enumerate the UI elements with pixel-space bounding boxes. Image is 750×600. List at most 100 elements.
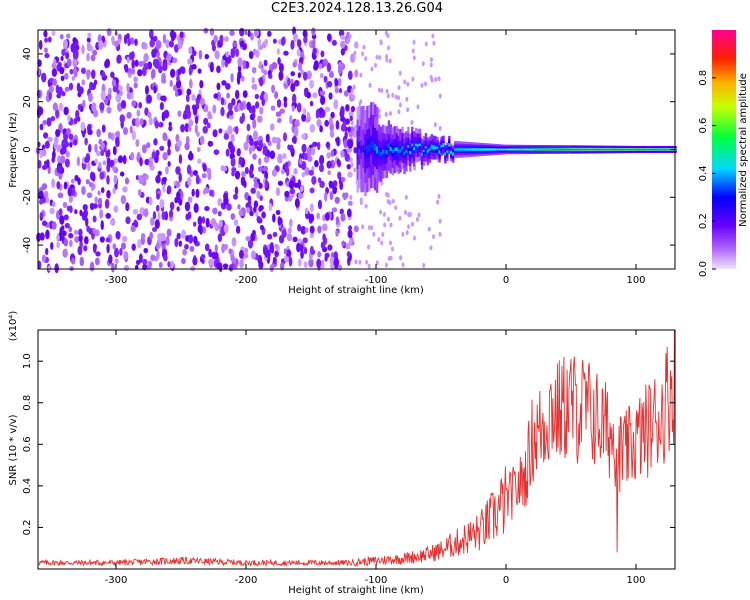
spectrogram-signal-cell (452, 153, 455, 155)
spectrogram-noise-blob (281, 229, 287, 238)
spectrogram-signal-cell (516, 149, 519, 151)
spectrogram-noise-blob (281, 36, 286, 46)
spectrogram-noise-blob (213, 149, 220, 155)
spectrogram-noise-blob (132, 208, 139, 215)
spectrogram-noise-blob (96, 128, 101, 138)
spectrogram-noise-blob (377, 237, 381, 243)
spectrogram-noise-blob (429, 74, 433, 80)
spectrogram-noise-blob (196, 146, 201, 153)
spectrogram-signal-cell (471, 148, 474, 151)
spectrogram-noise-blob (106, 243, 110, 254)
spectrogram-noise-blob (319, 125, 323, 133)
spectrogram-noise-blob (166, 228, 172, 237)
spectrogram-noise-blob (401, 262, 405, 268)
spectrogram-noise-blob (78, 228, 83, 237)
spectrogram-noise-blob (250, 187, 256, 194)
spectrogram-noise-blob (166, 53, 172, 62)
spectrogram-noise-blob (218, 128, 223, 134)
spectrogram-noise-blob (111, 262, 115, 273)
spectrogram-signal-cell (397, 149, 400, 154)
spectrogram-noise-blob (220, 106, 225, 117)
spectrogram-noise-blob (277, 180, 284, 186)
snr-panel: -300 -200 -100 0 100 0.2 0.4 0.6 0.8 1.0 Height … (8, 311, 676, 596)
spectrogram-noise-blob (244, 247, 249, 254)
spectrogram-noise-blob (406, 107, 410, 113)
spectrogram-signal-cell (615, 149, 619, 151)
spectrogram-noise-blob (267, 69, 272, 76)
spectrogram-noise-blob (322, 58, 329, 67)
spectrogram-noise-blob (412, 55, 416, 61)
spectrogram-noise-blob (316, 119, 322, 128)
spectrogram-noise-blob (329, 190, 334, 201)
spectrogram-noise-blob (196, 94, 202, 101)
spectrogram-noise-blob (340, 149, 345, 158)
spectrogram-noise-blob (432, 40, 436, 46)
spectrogram-noise-blob (148, 161, 154, 167)
spectrogram-noise-blob (204, 243, 210, 252)
spectrogram-noise-blob (294, 198, 300, 208)
snr-y-tick-label: 0.4 (22, 478, 33, 494)
spectrogram-noise-blob (86, 192, 93, 199)
spectrogram-noise-blob (340, 213, 346, 222)
spectrogram-noise-blob (43, 30, 48, 38)
spectrogram-noise-blob (192, 256, 198, 266)
spectrogram-noise-blob (183, 110, 187, 116)
spectrogram-noise-blob (271, 169, 277, 177)
spectrogram-noise-blob (192, 106, 198, 116)
spectrogram-noise-blob (437, 76, 441, 82)
spectrogram-noise-blob (411, 48, 415, 54)
spectrogram-noise-blob (238, 209, 244, 217)
spectrogram-noise-blob (256, 190, 261, 199)
spectrogram-noise-blob (398, 70, 402, 76)
spectrogram-noise-blob (350, 120, 354, 126)
spectrogram-noise-blob (55, 129, 61, 137)
spectrogram-noise-blob (348, 110, 354, 118)
snr-y-tick-label: 1.0 (22, 353, 33, 369)
spectrogram-noise-blob (212, 129, 218, 138)
spectrogram-noise-blob (66, 58, 72, 67)
spectrogram-noise-blob (125, 202, 130, 212)
spectrogram-noise-blob (433, 122, 437, 128)
spectrogram-noise-blob (173, 44, 179, 53)
spectrogram-noise-blob (61, 230, 67, 237)
spectrogram-signal-cell (656, 149, 660, 151)
spectrogram-noise-blob (116, 54, 122, 64)
spectrogram-noise-blob (193, 169, 198, 176)
spectrogram-signal-cell (475, 148, 478, 151)
spectrogram-noise-blob (191, 63, 197, 70)
spectrogram-noise-blob (163, 254, 168, 262)
spectrogram-noise-blob (128, 52, 133, 61)
spectrogram-noise-blob (60, 155, 66, 164)
spectrogram-noise-blob (118, 85, 123, 91)
spectrogram-signal-cell (454, 148, 457, 151)
spectrogram-noise-blob (206, 122, 211, 129)
spectrogram-noise-blob (44, 47, 48, 54)
spectrogram-noise-blob (46, 117, 52, 127)
spectrogram-noise-blob (380, 240, 384, 246)
spectrogram-signal-cell (610, 149, 613, 151)
spectrogram-noise-blob (47, 136, 53, 143)
spectrogram-noise-blob (244, 166, 249, 175)
spectrogram-noise-blob (233, 219, 239, 226)
spectrogram-noise-blob (42, 120, 48, 126)
spectrogram-noise-blob (63, 106, 69, 116)
spectrogram-noise-blob (437, 193, 441, 199)
spectrogram-noise-blob (375, 54, 379, 60)
spectrogram-noise-blob (290, 71, 295, 77)
spectrogram-noise-blob (207, 114, 213, 120)
spectrogram-signal-cell (442, 144, 445, 146)
spectrogram-noise-blob (148, 117, 153, 126)
spectrogram-noise-blob (137, 69, 143, 77)
spectrogram-noise-blob (217, 233, 223, 243)
spectrogram-signal-cell (580, 149, 584, 151)
spectrogram-noise-blob (57, 86, 63, 96)
spectrogram-noise-blob (317, 141, 321, 151)
spectrogram-noise-blob (377, 113, 381, 119)
spectrogram-noise-blob (290, 39, 295, 50)
spectrogram-noise-blob (330, 149, 335, 157)
spectrogram-noise-blob (372, 231, 376, 237)
spectrogram-noise-blob (130, 151, 135, 161)
spectrogram-noise-blob (244, 60, 250, 69)
spectrogram-noise-blob (326, 160, 332, 169)
spectrogram-noise-blob (246, 101, 252, 111)
